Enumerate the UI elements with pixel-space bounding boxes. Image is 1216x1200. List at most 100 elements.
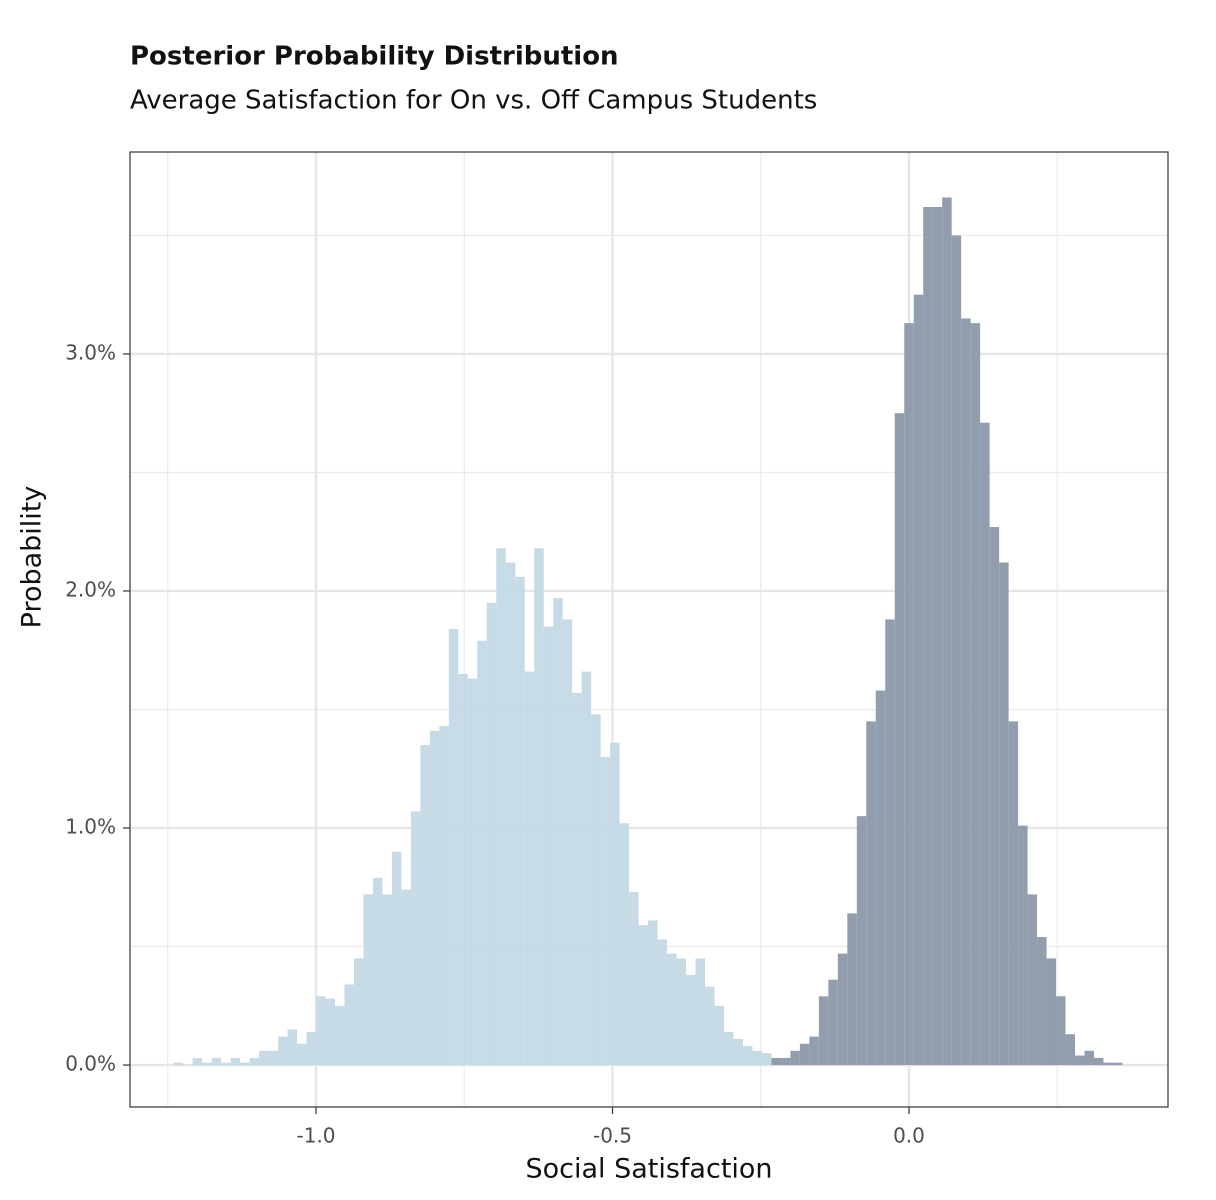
histogram-bar	[221, 1062, 231, 1066]
histogram-bar	[334, 1005, 345, 1066]
y-tick-label: 2.0%	[65, 577, 116, 601]
chart-subtitle: Average Satisfaction for On vs. Off Camp…	[130, 86, 817, 116]
histogram-bar	[742, 1046, 753, 1066]
histogram-bar	[344, 984, 354, 1066]
histogram-bar	[932, 206, 943, 1066]
histogram-bar	[173, 1062, 184, 1066]
histogram-bar	[515, 576, 525, 1066]
x-axis-label: Social Satisfaction	[525, 1154, 772, 1185]
x-tick-label: -0.5	[593, 1124, 632, 1148]
histogram-bar	[999, 562, 1009, 1066]
histogram-bar	[581, 671, 592, 1066]
histogram-bar	[942, 197, 952, 1066]
histogram-bar	[923, 206, 933, 1066]
histogram-bar	[467, 678, 478, 1066]
histogram-bar	[638, 925, 649, 1066]
histogram-bar	[961, 318, 971, 1066]
histogram-bar	[970, 323, 981, 1066]
histogram-bar	[363, 894, 373, 1066]
histogram-bar	[1027, 894, 1038, 1066]
histogram-bar	[306, 1031, 317, 1066]
histogram-bar	[448, 628, 459, 1066]
histogram-bar	[1056, 996, 1066, 1066]
histogram-bar	[1065, 1034, 1076, 1066]
histogram-bar	[249, 1057, 260, 1066]
histogram-bar	[723, 1031, 734, 1066]
histogram-bar	[410, 811, 421, 1066]
histogram-bar	[875, 690, 886, 1066]
histogram-bar	[885, 619, 895, 1066]
histogram-bar	[278, 1036, 288, 1066]
histogram-bar	[268, 1050, 279, 1066]
histogram-bar	[1084, 1050, 1094, 1066]
histogram-bar	[913, 294, 924, 1066]
histogram-bar	[1008, 721, 1019, 1066]
histogram-bar	[780, 1057, 791, 1066]
histogram-bar	[325, 998, 335, 1066]
histogram-bar	[391, 851, 402, 1066]
y-tick-label: 3.0%	[65, 340, 116, 364]
histogram-bar	[572, 692, 582, 1066]
histogram-bar	[372, 877, 383, 1066]
histogram-bar	[799, 1043, 810, 1066]
histogram-bar	[837, 953, 848, 1066]
histogram-bar	[1046, 958, 1057, 1066]
histogram-bar	[240, 1062, 250, 1066]
histogram-bar	[524, 671, 535, 1066]
histogram-bar	[648, 920, 658, 1066]
histogram-bar	[866, 721, 876, 1066]
histogram-bar	[591, 714, 601, 1066]
histogram-bar	[809, 1036, 819, 1066]
histogram-bar	[477, 640, 487, 1066]
histogram-bar	[771, 1057, 781, 1066]
histogram-bar	[543, 626, 554, 1066]
histogram-bar	[553, 598, 563, 1066]
histogram-bar	[1112, 1062, 1123, 1066]
histogram-bar	[439, 726, 449, 1066]
histogram-bar	[828, 979, 838, 1066]
histogram-bar	[534, 548, 544, 1066]
histogram-bar	[353, 958, 364, 1066]
histogram-bar	[790, 1050, 800, 1066]
histogram-bar	[287, 1029, 298, 1066]
histogram-bar	[695, 958, 706, 1066]
histogram-bar	[629, 892, 639, 1066]
histogram-bar	[420, 745, 430, 1066]
histogram-bar	[401, 889, 411, 1066]
histogram-bar	[458, 673, 468, 1066]
histogram-bar	[951, 235, 962, 1066]
histogram-bar	[1018, 825, 1028, 1066]
histogram-bar	[382, 894, 392, 1066]
chart-title: Posterior Probability Distribution	[130, 42, 619, 72]
histogram-bar	[714, 1005, 724, 1066]
histogram-bar	[429, 730, 440, 1066]
panel-border	[129, 151, 1169, 1108]
x-tick-label: 0.0	[893, 1124, 925, 1148]
plot-area	[130, 152, 1168, 1107]
x-tick-label: -1.0	[297, 1124, 336, 1148]
histogram-bar	[211, 1057, 222, 1066]
histogram-bar	[894, 413, 905, 1066]
histogram-bar	[733, 1038, 743, 1066]
histogram-bar	[676, 958, 687, 1066]
histogram-bar	[705, 986, 715, 1066]
histogram-bar	[657, 939, 668, 1066]
histogram-bar	[505, 562, 516, 1066]
histogram-bar	[619, 823, 630, 1066]
histogram-bar	[904, 323, 914, 1066]
histogram-bar	[1075, 1055, 1085, 1066]
histogram-bar	[297, 1043, 307, 1066]
histogram-bar	[1103, 1062, 1113, 1066]
histogram-bar	[259, 1050, 269, 1066]
histogram-bar	[230, 1057, 241, 1066]
histogram-bar	[856, 816, 867, 1066]
histogram-bar	[496, 548, 506, 1066]
histogram-bar	[667, 953, 677, 1066]
histogram-bar	[600, 756, 611, 1066]
histogram-bar	[316, 996, 326, 1066]
histogram-bar	[1037, 937, 1047, 1066]
histogram-bar	[202, 1062, 212, 1066]
histogram-bar	[486, 602, 497, 1066]
